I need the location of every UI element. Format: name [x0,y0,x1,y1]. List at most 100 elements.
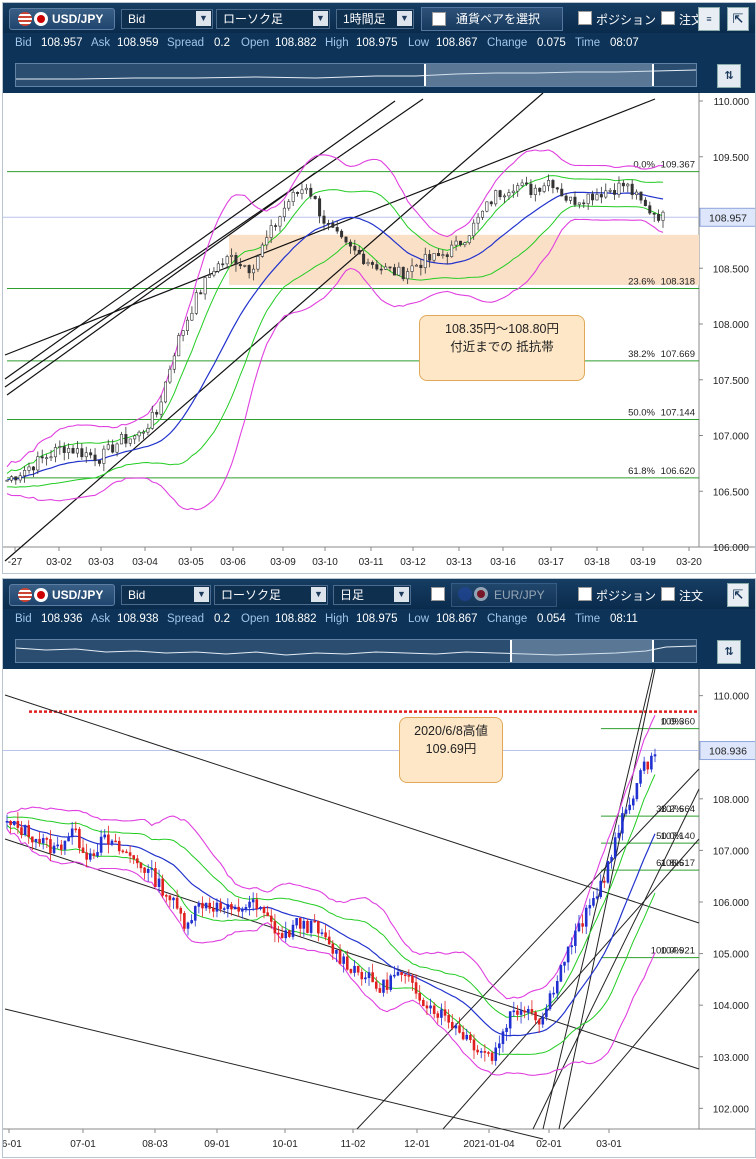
chart-toolbar: USD/JPY Bid ▼ ローソク足 ▼ 1時間足 ▼ 通貨ペアを選択 ポジション … [3,3,755,33]
fibonacci-value-label: 108.318 [661,277,695,288]
candle-body [212,908,215,912]
candle-body [450,1021,454,1029]
compare-pair-button[interactable]: EUR/JPY [451,583,557,607]
candle-body [626,183,630,187]
candle-body [631,798,635,806]
candle-body [45,457,49,460]
candle-body [469,1034,472,1041]
current-price-label: 108.936 [709,746,747,758]
candle-body [137,431,141,437]
price-tick-label: 106.000 [713,543,750,554]
candle-body [163,381,167,403]
candle-body [132,855,135,860]
candle-body [342,956,345,964]
menu-icon[interactable]: ≡ [698,7,720,31]
candle-body [326,223,330,225]
chart-type-select[interactable]: ローソク足 ▼ [214,585,328,605]
navigator-range-handle[interactable] [424,64,654,86]
price-tick-label: 106.000 [713,898,750,909]
navigator-range-handle[interactable] [510,640,654,662]
candle-body [212,271,216,276]
candle-body [128,852,132,856]
detach-arrow-icon[interactable]: ⇱ [727,583,749,607]
candle-body [423,254,427,269]
zoom-arrows-icon[interactable]: ⇅ [717,64,741,88]
candle-body [360,971,364,980]
candle-body [551,180,555,189]
time-tick-label: 03-09 [270,557,296,568]
candle-body [111,444,115,453]
detach-arrow-icon[interactable]: ⇱ [727,7,749,31]
order-checkbox[interactable] [661,587,675,601]
zoom-arrows-icon[interactable]: ⇅ [717,640,741,664]
time-tick-label: 03-05 [178,557,204,568]
fibonacci-percent-label: 50.0% [656,831,683,842]
candle-body [141,431,145,434]
candle-body [313,195,317,199]
candle-body [248,901,251,908]
select-pair-checkbox[interactable] [432,12,446,26]
candle-body [256,256,260,270]
candle-body [125,851,128,854]
candle-body [586,193,590,205]
candle-body [273,921,277,934]
navigator-track[interactable] [15,639,697,663]
timeframe-select[interactable]: 1時間足 ▼ [336,9,414,29]
candle-body [56,844,59,847]
price-tick-label: 102.000 [713,1104,750,1115]
time-tick-label: 03-04 [132,557,158,568]
price-type-select[interactable]: Bid ▼ [121,585,211,605]
select-pair-button[interactable]: 通貨ペアを選択 [421,7,563,31]
order-checkbox[interactable] [661,11,675,25]
candle-body [38,838,41,844]
candle-body [385,979,389,990]
candle-body [621,813,624,834]
candle-body [208,902,212,909]
time-tick-label: 03-03 [88,557,114,568]
fibonacci-percent-label: 38.2% [628,349,655,360]
candle-body [62,446,66,453]
navigator-track[interactable] [15,63,697,87]
chevron-down-icon: ▼ [313,11,328,26]
position-checkbox[interactable] [578,587,592,601]
candle-body [93,454,97,461]
time-tick-label: 03-13 [446,557,472,568]
fibonacci-percent-label: 0.0% [633,160,655,171]
price-axis-panel [699,93,755,547]
position-checkbox[interactable] [578,11,592,25]
candle-body [501,1031,505,1045]
candle-body [419,264,423,269]
candle-body [603,880,606,883]
candle-body [432,1005,436,1014]
candle-body [454,240,458,246]
timeframe-select[interactable]: 日足 ▼ [333,585,411,605]
candle-body [617,832,621,838]
candle-body [190,920,193,924]
chart-type-select[interactable]: ローソク足 ▼ [216,9,330,29]
candle-body [259,907,262,910]
candle-body [613,190,617,195]
candle-body [463,242,467,246]
candle-body [577,923,581,932]
candle-body [67,836,70,842]
price-type-select[interactable]: Bid ▼ [121,9,213,29]
candle-body [635,783,639,800]
currency-pair-button[interactable]: USD/JPY [9,8,115,30]
currency-pair-button[interactable]: USD/JPY [9,584,115,606]
compare-checkbox[interactable] [431,587,445,601]
candle-body [282,207,286,218]
candle-body [266,912,269,917]
candle-body [498,190,502,198]
candle-body [201,902,204,909]
candle-body [219,902,222,910]
candle-body [432,253,436,261]
time-tick-label: 03-06 [220,557,246,568]
candle-body [269,225,273,238]
time-tick-label: 03-10 [312,557,338,568]
bollinger-upper-line [6,715,656,1000]
candle-body [635,191,639,196]
candle-body [527,1009,530,1013]
callout-line-2: 付近までの 抵抗帯 [450,340,554,354]
candle-body [414,264,418,267]
candle-body [591,193,595,201]
